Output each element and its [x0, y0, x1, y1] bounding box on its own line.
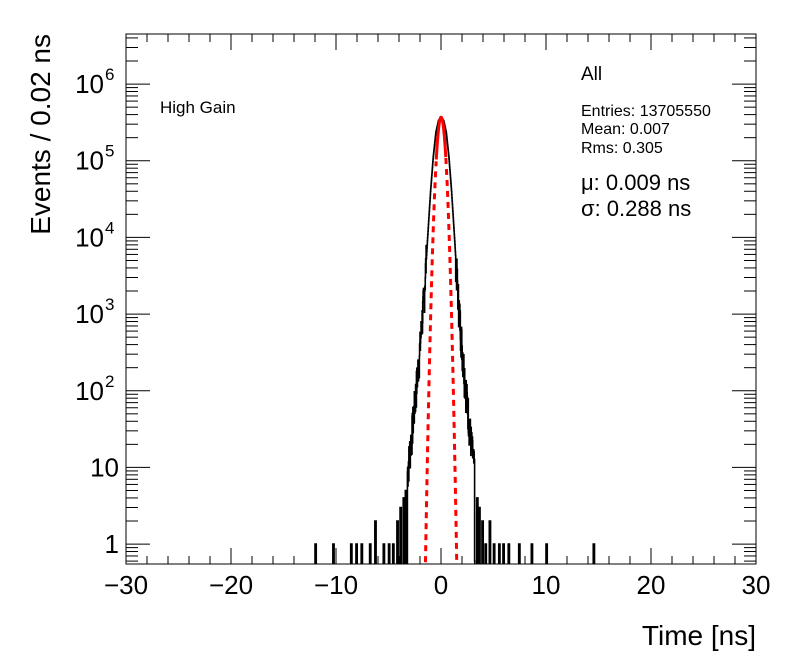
histogram-tail-bin: [507, 543, 511, 564]
x-tick-label: 10: [532, 570, 561, 600]
histogram-tail-bin: [399, 506, 403, 564]
histogram-tail-bin: [475, 497, 479, 564]
fit-curve-solid: [434, 115, 448, 160]
x-tick-label: −30: [104, 570, 148, 600]
histogram-tail-bin: [387, 543, 391, 564]
y-tick-label: 10: [75, 146, 104, 176]
x-axis-label: Time [ns]: [642, 620, 756, 651]
y-tick-exponent: 3: [105, 295, 114, 314]
y-tick-label: 10: [75, 222, 104, 252]
histogram-tail-bin: [368, 543, 372, 564]
histogram-tail-bin: [592, 543, 596, 564]
histogram-tail-bin: [402, 497, 406, 564]
histogram-tail-bin: [349, 543, 353, 564]
histogram-tail-bin: [502, 543, 506, 564]
histogram-tail-bin: [488, 520, 492, 564]
histogram-tail-bin: [517, 543, 521, 564]
y-tick-label: 10: [75, 69, 104, 99]
histogram-tail-bin: [492, 543, 496, 564]
y-tick-exponent: 6: [105, 65, 114, 84]
histogram-tail-bin: [396, 520, 399, 564]
histogram-tail-bin: [314, 543, 318, 564]
histogram-tail-bin: [478, 506, 481, 564]
x-tick-label: 30: [742, 570, 771, 600]
axis-ticks: [125, 34, 757, 564]
fit-curve-right-dashed: [444, 157, 459, 564]
fit-sigma: σ: 0.288 ns: [581, 196, 691, 221]
x-tick-label: −10: [314, 570, 358, 600]
stats-mean: Mean: 0.007: [581, 121, 670, 138]
y-tick-label: 10: [75, 299, 104, 329]
histogram-tail-bin: [355, 543, 359, 564]
stats-entries: Entries: 13705550: [581, 103, 711, 120]
x-tick-label: 20: [637, 570, 666, 600]
y-tick-label: 10: [75, 376, 104, 406]
histogram-tail-bin: [391, 543, 395, 564]
histogram-tail-bin: [484, 543, 488, 564]
histogram-tail-bin: [481, 520, 485, 564]
histogram-tail-bin: [404, 489, 408, 564]
y-tick-label: 10: [90, 452, 119, 482]
fit-mu: μ: 0.009 ns: [581, 170, 690, 195]
x-tick-labels: −30 −20 −10 0 10 20 30: [104, 570, 771, 600]
histogram-tail-bin: [382, 543, 386, 564]
y-axis-label: Events / 0.02 ns: [25, 34, 56, 235]
x-tick-label: 0: [434, 570, 448, 600]
y-tick-exponent: 4: [105, 218, 114, 237]
histogram-tail-bin: [497, 543, 501, 564]
y-tick-exponent: 5: [105, 142, 114, 161]
histogram-tail-bin: [360, 543, 364, 564]
histogram-tail-bin: [332, 543, 335, 564]
stats-rms: Rms: 0.305: [581, 140, 663, 157]
plot-frame: [125, 33, 757, 565]
plot-area: [314, 115, 596, 564]
x-tick-label: −20: [209, 570, 253, 600]
histogram-tail-bin: [374, 520, 377, 564]
histogram-tail-bin: [530, 543, 534, 564]
gain-label: High Gain: [160, 98, 236, 117]
y-tick-label: 1: [105, 529, 119, 559]
fit-curve-left-dashed: [423, 161, 438, 563]
stats-title: All: [581, 64, 602, 85]
y-tick-exponent: 2: [105, 372, 114, 391]
